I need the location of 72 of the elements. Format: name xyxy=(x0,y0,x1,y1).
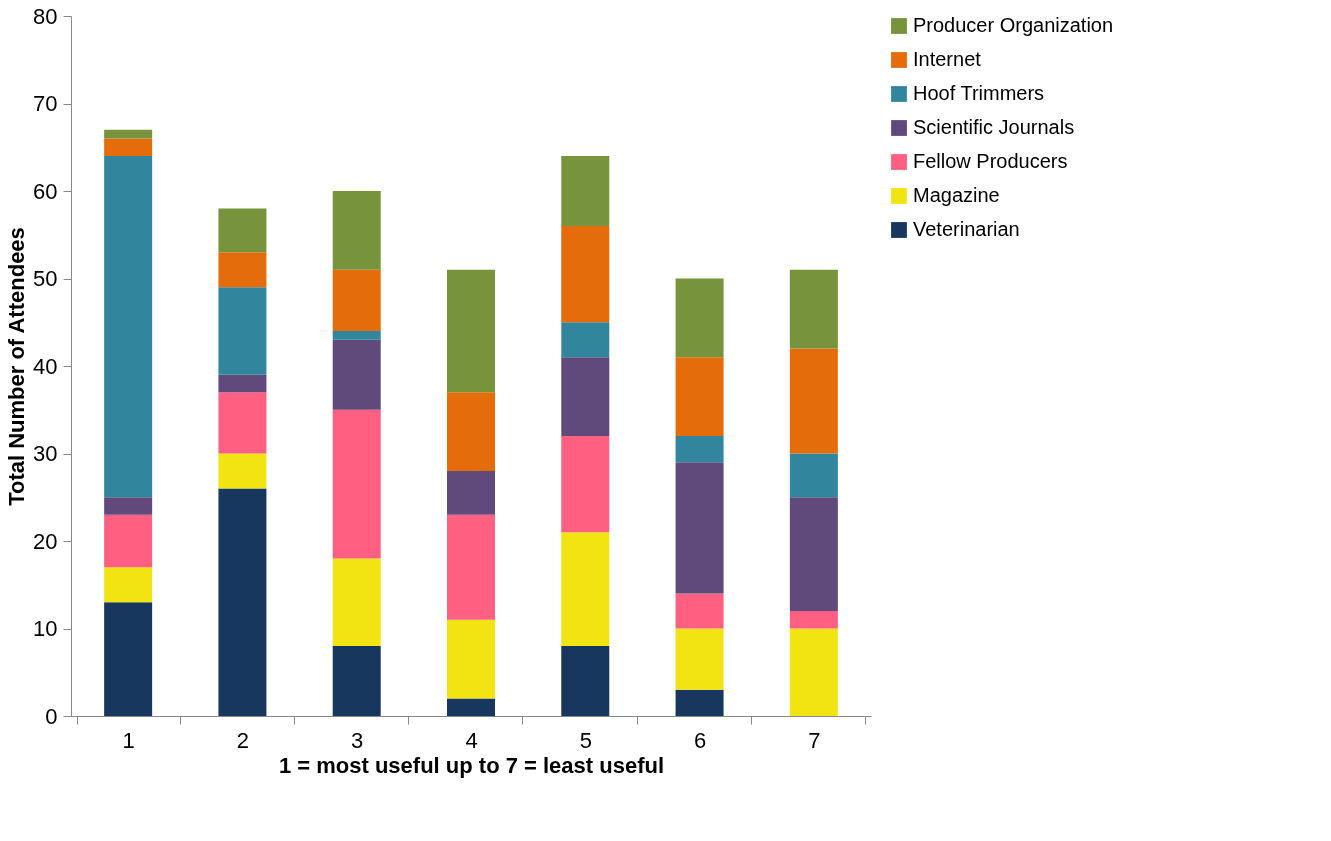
x-tick-label: 5 xyxy=(579,727,592,753)
bar xyxy=(789,497,838,611)
bar xyxy=(789,269,838,349)
y-tick-label: 70 xyxy=(33,91,58,116)
bar xyxy=(218,287,267,375)
y-tick-label: 50 xyxy=(33,266,58,291)
x-tick-label: 1 xyxy=(122,727,135,753)
bar xyxy=(332,269,381,331)
bar xyxy=(561,532,610,646)
bar xyxy=(104,567,153,603)
bar xyxy=(332,558,381,646)
bar xyxy=(447,698,495,716)
bar xyxy=(218,488,267,716)
bar xyxy=(675,628,724,690)
y-tick-label: 40 xyxy=(33,353,58,379)
bar xyxy=(561,646,610,716)
y-tick-label: 0 xyxy=(45,703,58,729)
legend-label: Magazine xyxy=(913,184,1000,206)
bar xyxy=(561,226,610,323)
y-tick-label: 10 xyxy=(33,616,58,641)
bar xyxy=(332,331,381,340)
legend-label: Hoof Trimmers xyxy=(913,82,1045,104)
legend-label: Veterinarian xyxy=(913,218,1020,240)
bar xyxy=(561,156,610,226)
bar xyxy=(218,208,267,253)
bar xyxy=(447,514,495,620)
bar xyxy=(447,619,495,699)
y-tick-label: 60 xyxy=(33,178,58,204)
x-tick-label: 7 xyxy=(808,727,821,753)
bar xyxy=(104,602,153,716)
bar xyxy=(675,357,724,436)
bar xyxy=(675,593,724,629)
bar xyxy=(104,514,153,568)
bar xyxy=(561,322,610,358)
legend-label: Fellow Producers xyxy=(913,150,1068,172)
bar xyxy=(789,611,838,629)
x-tick-label: 4 xyxy=(465,727,478,753)
bar xyxy=(104,138,153,156)
bar xyxy=(675,462,724,594)
bar xyxy=(218,392,267,454)
bar xyxy=(675,278,724,358)
y-tick-label: 80 xyxy=(33,3,58,29)
bar xyxy=(447,471,495,515)
y-tick-label: 20 xyxy=(33,528,58,554)
bar xyxy=(789,453,838,498)
bar xyxy=(332,191,381,270)
bar xyxy=(789,628,838,716)
bar xyxy=(104,156,153,498)
y-tick-label: 30 xyxy=(33,441,58,466)
x-axis-title: 1 = most useful up to 7 = least useful xyxy=(278,752,665,778)
bar xyxy=(447,269,495,393)
legend-label: Internet xyxy=(913,48,982,70)
x-tick-label: 2 xyxy=(236,727,250,753)
bar xyxy=(561,436,610,533)
bar xyxy=(675,436,724,463)
bar xyxy=(332,339,381,410)
bar xyxy=(675,689,724,716)
bar xyxy=(218,252,267,288)
x-tick-label: 3 xyxy=(351,727,364,753)
bar xyxy=(332,409,381,559)
bar xyxy=(789,348,838,454)
bar xyxy=(104,497,153,515)
bar xyxy=(218,374,267,393)
legend-label: Producer Organization xyxy=(913,14,1114,36)
legend-label: Scientific Journals xyxy=(913,116,1075,138)
y-axis-title: Total Number of Attendees xyxy=(4,227,30,506)
bar xyxy=(104,129,153,139)
bar xyxy=(218,453,267,489)
bar xyxy=(332,646,381,716)
x-tick-label: 6 xyxy=(693,727,707,753)
bar xyxy=(561,357,610,436)
bar xyxy=(447,392,495,471)
